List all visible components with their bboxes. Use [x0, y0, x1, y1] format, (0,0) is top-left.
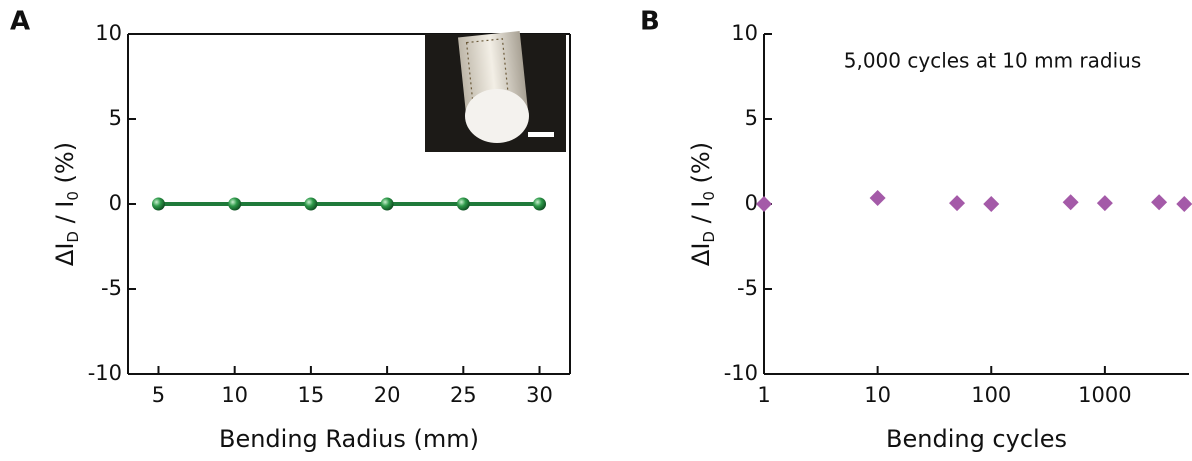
panel-label: A: [10, 7, 30, 37]
y-label-part: ΔI: [687, 243, 715, 267]
y-label-subscript: 0: [700, 191, 718, 201]
data-point: [304, 197, 318, 211]
data-point: [1096, 195, 1113, 212]
data-point: [1062, 194, 1079, 211]
data-point: [380, 197, 394, 211]
y-label-subscript: D: [700, 231, 718, 243]
y-label-subscript: D: [64, 231, 82, 243]
y-label-part: ΔI: [51, 243, 79, 267]
x-tick-label: 1000: [1078, 383, 1131, 407]
x-tick-label: 10: [864, 383, 891, 407]
data-point: [228, 197, 242, 211]
inset-photo: [425, 30, 566, 152]
y-label-part: (%): [51, 142, 79, 191]
x-tick-label: 10: [221, 383, 248, 407]
x-tick-label: 20: [374, 383, 401, 407]
y-tick-label: -10: [88, 361, 122, 385]
data-point: [533, 197, 547, 211]
x-tick-label: 25: [450, 383, 477, 407]
data-point: [1151, 194, 1168, 211]
x-tick-label: 5: [152, 383, 165, 407]
data-point: [949, 195, 966, 212]
y-tick-label: 0: [745, 191, 758, 215]
y-tick-label: 10: [95, 21, 122, 45]
y-tick-label: 0: [109, 191, 122, 215]
y-tick-label: 10: [731, 21, 758, 45]
y-axis-label: ΔID / I0 (%): [687, 142, 718, 266]
x-tick-label: 30: [526, 383, 553, 407]
data-point: [456, 197, 470, 211]
y-tick-label: 5: [109, 106, 122, 130]
y-tick-label: -5: [737, 276, 758, 300]
data-point: [983, 196, 1000, 212]
y-label-part: (%): [687, 142, 715, 191]
data-point: [869, 190, 886, 207]
y-label-part: / I: [51, 201, 79, 231]
y-tick-label: -10: [724, 361, 758, 385]
chart-panel: B -10 -5 0 5 10 1 10 100 1000 Bending cycles ΔID / …: [640, 7, 1192, 453]
y-tick-label: 5: [745, 106, 758, 130]
data-point: [151, 197, 165, 211]
y-tick-label: -5: [101, 276, 122, 300]
x-axis-label: Bending cycles: [886, 425, 1067, 453]
annotation: 5,000 cycles at 10 mm radius: [844, 49, 1142, 73]
x-tick-label: 15: [298, 383, 325, 407]
data-point: [1176, 196, 1192, 212]
chart-panel: A -10 -5 0 5 10 5 10 15 20 25 30 Bending Radius (mm)…: [10, 7, 571, 453]
x-tick-label: 100: [971, 383, 1011, 407]
y-label-subscript: 0: [64, 191, 82, 201]
data-point: [756, 196, 772, 212]
x-axis-label: Bending Radius (mm): [219, 425, 479, 453]
panel-label: B: [640, 7, 660, 37]
y-axis-label: ΔID / I0 (%): [51, 142, 82, 266]
y-label-part: / I: [687, 201, 715, 231]
x-tick-label: 1: [757, 383, 770, 407]
